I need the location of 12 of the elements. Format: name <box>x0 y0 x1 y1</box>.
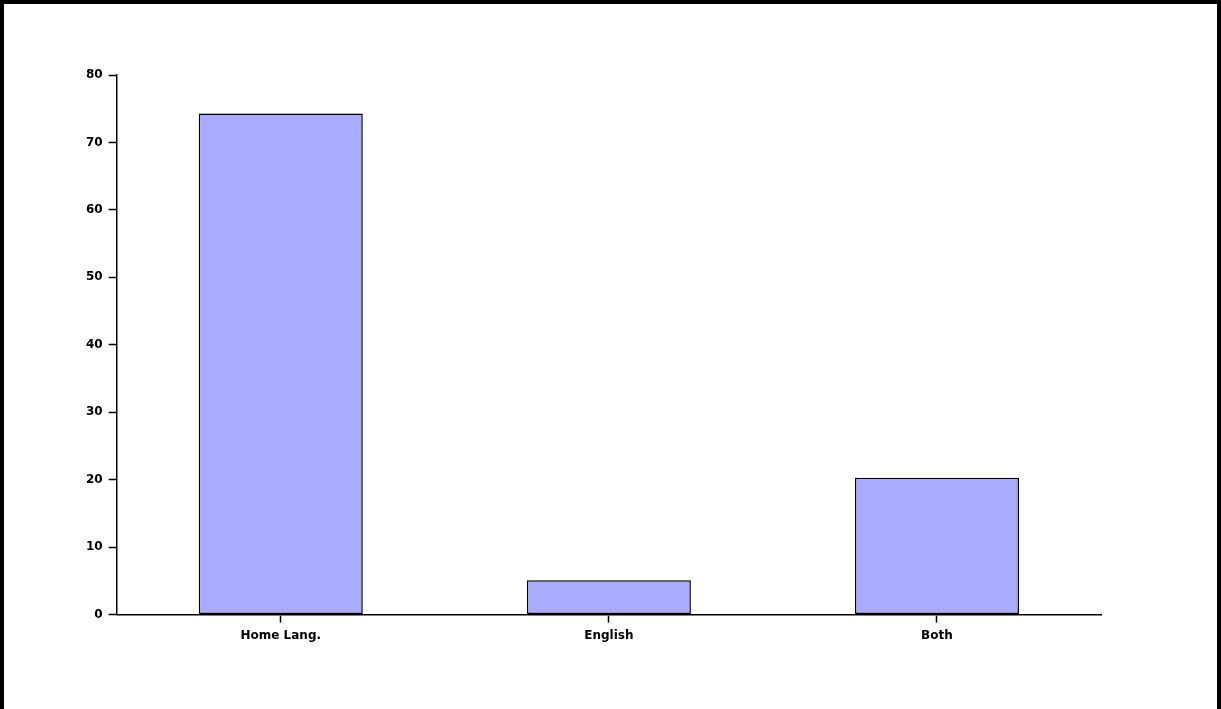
y-tick-label: 60 <box>86 202 103 217</box>
y-tick-label: 0 <box>94 606 103 621</box>
x-tick-label: English <box>584 627 634 642</box>
y-tick-label: 70 <box>86 134 103 149</box>
x-tick-label: Both <box>921 627 953 642</box>
y-tick-label: 10 <box>86 539 103 554</box>
y-tick-label: 50 <box>86 269 103 284</box>
y-tick-label: 20 <box>86 471 103 486</box>
y-tick-label: 80 <box>86 67 103 82</box>
y-tick-label: 40 <box>86 336 103 351</box>
y-tick-label: 30 <box>86 404 103 419</box>
x-tick-label: Home Lang. <box>240 627 322 642</box>
